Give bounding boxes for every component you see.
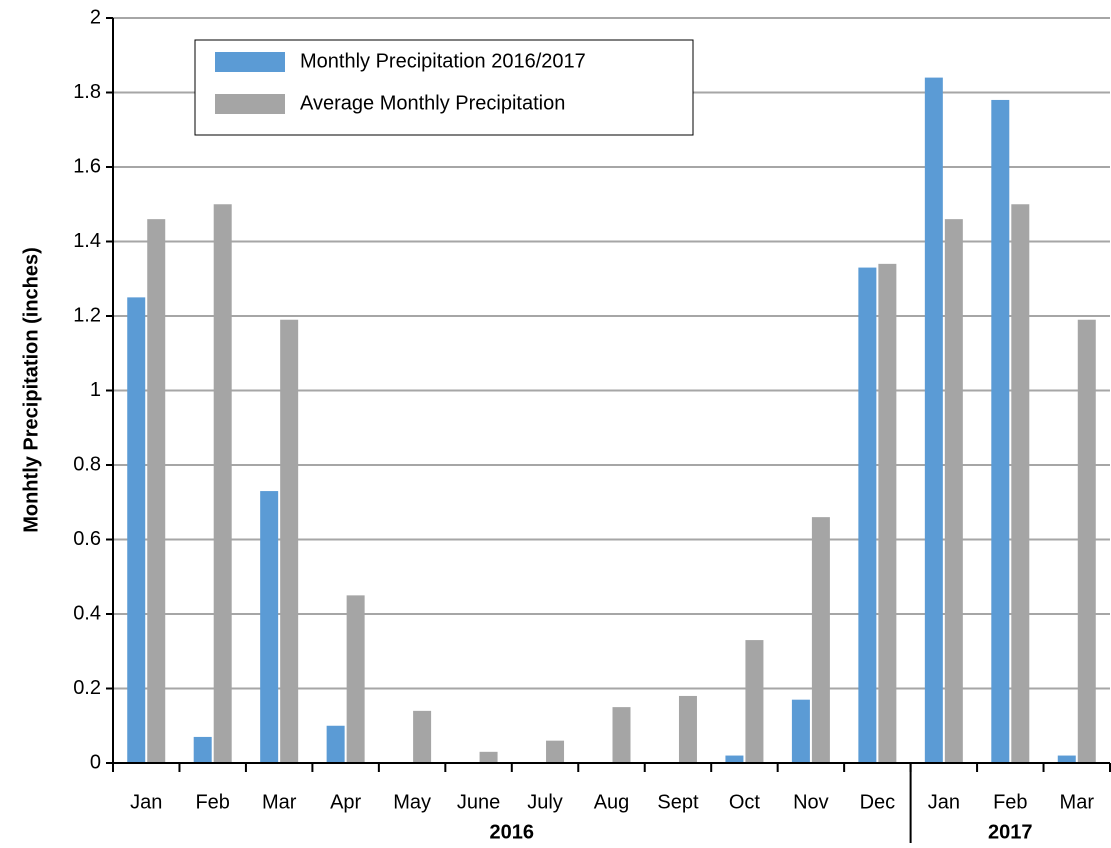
legend-label: Average Monthly Precipitation	[300, 92, 565, 114]
bar	[413, 710, 432, 763]
legend-label: Monthly Precipitation 2016/2017	[300, 50, 586, 72]
bar	[944, 219, 963, 763]
bar	[260, 491, 279, 763]
bar	[147, 219, 166, 763]
y-tick-label: 1	[90, 379, 101, 401]
x-tick-label: July	[527, 791, 563, 813]
bar	[127, 297, 146, 763]
x-tick-label: Oct	[729, 791, 761, 813]
bar	[479, 751, 498, 763]
bar	[612, 707, 631, 763]
bar	[1057, 755, 1076, 763]
x-tick-label: Jan	[928, 791, 960, 813]
x-tick-label: May	[393, 791, 431, 813]
y-tick-label: 0.8	[73, 453, 101, 475]
bar	[878, 263, 897, 763]
y-axis-title: Monhtly Precipitation (inches)	[20, 247, 42, 533]
bar	[678, 695, 697, 763]
x-tick-label: Dec	[860, 791, 896, 813]
bar	[791, 699, 810, 763]
x-tick-label: Nov	[793, 791, 829, 813]
legend-swatch	[215, 52, 285, 72]
group-label: 2016	[490, 821, 535, 843]
y-tick-label: 0	[90, 751, 101, 773]
legend-swatch	[215, 94, 285, 114]
y-tick-label: 1.8	[73, 81, 101, 103]
group-label: 2017	[988, 821, 1033, 843]
bar	[280, 319, 299, 763]
bar	[326, 725, 345, 763]
bar	[858, 267, 877, 763]
x-tick-label: Apr	[330, 791, 361, 813]
y-tick-label: 0.6	[73, 528, 101, 550]
y-tick-label: 2	[90, 6, 101, 28]
bar	[346, 595, 365, 763]
y-tick-label: 0.4	[73, 602, 101, 624]
bar	[725, 755, 744, 763]
y-tick-label: 1.6	[73, 155, 101, 177]
bar	[213, 204, 232, 763]
x-tick-label: June	[457, 791, 500, 813]
bar	[546, 740, 565, 763]
x-tick-label: Mar	[1060, 791, 1095, 813]
x-tick-label: Feb	[993, 791, 1027, 813]
x-tick-label: Sept	[657, 791, 699, 813]
x-tick-label: Feb	[195, 791, 229, 813]
bar	[745, 640, 764, 763]
y-tick-label: 0.2	[73, 677, 101, 699]
bar	[924, 77, 943, 764]
y-tick-label: 1.2	[73, 304, 101, 326]
x-tick-label: Mar	[262, 791, 297, 813]
bar	[1011, 204, 1030, 763]
bar	[193, 736, 212, 763]
x-tick-label: Aug	[594, 791, 630, 813]
bar	[811, 517, 830, 763]
y-tick-label: 1.4	[73, 230, 101, 252]
bar	[1077, 319, 1096, 763]
x-tick-label: Jan	[130, 791, 162, 813]
bar	[991, 99, 1010, 763]
